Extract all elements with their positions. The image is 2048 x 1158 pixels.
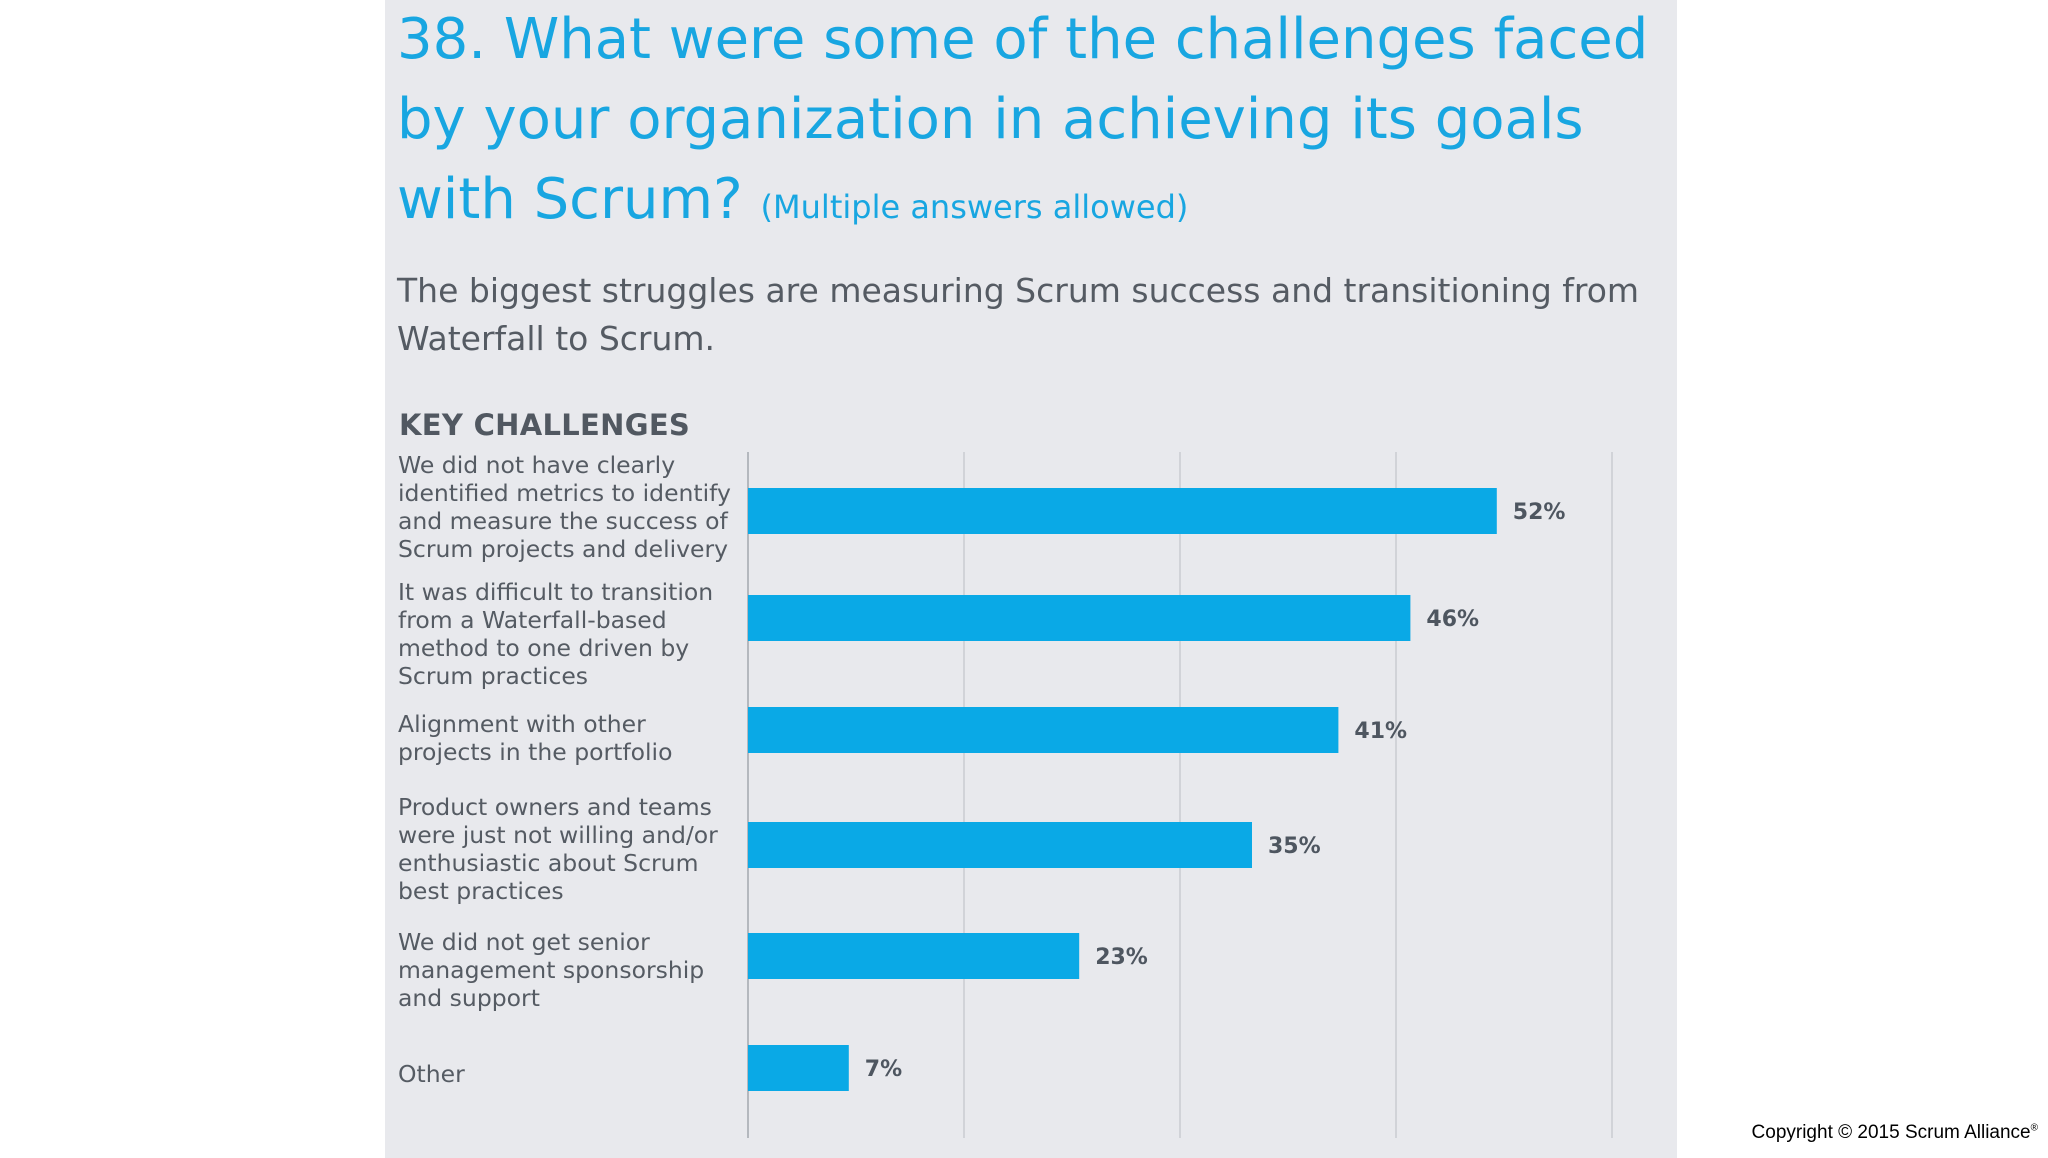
- category-label: Product owners and teams were just not w…: [398, 793, 718, 905]
- chart-subtitle: The biggest struggles are measuring Scru…: [397, 271, 1640, 358]
- category-label: It was difficult to transition from a Wa…: [398, 578, 714, 690]
- bar: [748, 933, 1080, 979]
- data-label: 7%: [865, 1057, 902, 1082]
- bar: [748, 1045, 849, 1091]
- bar: [748, 595, 1411, 641]
- bar: [748, 488, 1497, 534]
- question-heading: 38. What were some of the challenges fac…: [397, 0, 1677, 247]
- copyright-text: Copyright © 2015 Scrum Alliance: [1751, 1122, 2031, 1143]
- category-label: We did not get senior management sponsor…: [398, 928, 705, 1012]
- data-label: 46%: [1426, 607, 1479, 632]
- bar: [748, 707, 1339, 753]
- category-label: Other: [398, 1060, 465, 1088]
- category-label: Alignment with other projects in the por…: [398, 710, 673, 766]
- question-note: (Multiple answers allowed): [760, 188, 1189, 226]
- registered-mark: ®: [2030, 1122, 2038, 1134]
- question-text: 38. What were some of the challenges fac…: [397, 7, 1649, 232]
- data-label: 52%: [1513, 500, 1566, 525]
- data-label: 35%: [1268, 834, 1321, 859]
- bar: [748, 822, 1252, 868]
- data-label: 23%: [1095, 945, 1148, 970]
- data-label: 41%: [1354, 719, 1407, 744]
- chart-title: KEY CHALLENGES: [399, 408, 691, 442]
- copyright-notice: Copyright © 2015 Scrum Alliance®: [1752, 1122, 2038, 1144]
- category-label: We did not have clearly identified metri…: [398, 451, 731, 563]
